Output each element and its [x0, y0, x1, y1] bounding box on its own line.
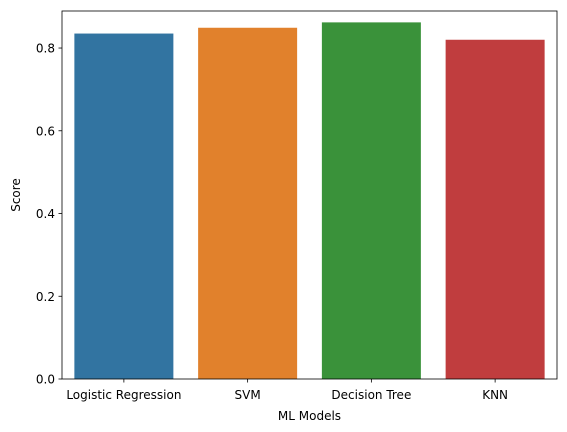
y-tick-label: 0.8 [36, 42, 55, 56]
bars-group [74, 22, 545, 380]
x-axis-label: ML Models [278, 409, 341, 423]
bar-knn [445, 39, 545, 379]
bar-decision-tree [321, 22, 421, 380]
plot-frame [61, 10, 558, 380]
bar-svm [198, 27, 298, 379]
y-axis-label: Score [9, 178, 23, 212]
bar-logistic-regression [74, 33, 174, 380]
y-tick-label: 0.0 [36, 373, 55, 387]
x-tick-label: SVM [235, 388, 261, 402]
y-tick-label: 0.2 [36, 290, 55, 304]
x-tick-label: KNN [482, 388, 508, 402]
x-tick-label: Decision Tree [331, 388, 411, 402]
y-tick-label: 0.6 [36, 124, 55, 138]
y-tick-label: 0.4 [36, 207, 55, 221]
y-axis: 0.0 0.2 0.4 0.6 0.8 [36, 42, 62, 387]
x-tick-label: Logistic Regression [66, 388, 181, 402]
x-axis: Logistic Regression SVM Decision Tree KNN [66, 379, 508, 402]
